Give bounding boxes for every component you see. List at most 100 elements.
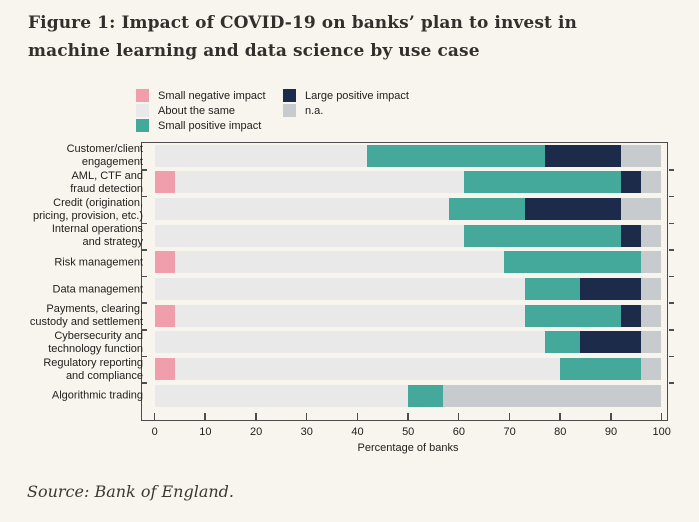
category-label: Internal operations and strategy [51, 223, 143, 249]
bar-segment-small-positive-impact [367, 144, 545, 167]
y-axis-tick-left [142, 249, 147, 251]
legend-label: Small negative impact [158, 89, 266, 102]
bar-segment-large-positive-impact [580, 331, 642, 354]
bar-segment-about-the-same [174, 358, 561, 380]
category-label: Payments, clearing, custody and settleme… [29, 303, 143, 329]
legend-label: Large positive impact [305, 89, 409, 102]
bar-segment-about-the-same [174, 304, 525, 327]
bar-segment-n-a [443, 384, 662, 407]
x-axis-tick [153, 413, 156, 420]
legend-swatch-about-the-same-icon [136, 104, 149, 117]
bar-row [154, 384, 662, 407]
legend-swatch-large-positive-impact-icon [283, 89, 296, 102]
legend-swatch-small-negative-impact-icon [136, 89, 149, 102]
x-axis-tick-label: 80 [554, 426, 567, 438]
bar-segment-large-positive-impact [620, 224, 642, 247]
bar-segment-about-the-same [154, 331, 545, 354]
y-axis-tick-right [669, 222, 674, 224]
y-axis-tick-right [669, 355, 674, 358]
y-axis-tick-right [669, 302, 674, 304]
category-label: Risk management [54, 256, 143, 269]
bar-segment-large-positive-impact [580, 278, 642, 301]
x-axis-tick [660, 413, 663, 420]
y-axis-tick-right [669, 169, 674, 171]
x-axis-tick [356, 413, 359, 420]
x-axis-tick-label: 100 [652, 426, 671, 438]
x-axis-title: Percentage of banks [357, 442, 459, 454]
legend-item-small-negative-impact: Small negative impact [136, 88, 283, 103]
bar-segment-n-a [641, 171, 662, 194]
bar-segment-about-the-same [174, 251, 505, 274]
bar-row [154, 278, 662, 301]
x-axis-tick [407, 413, 409, 420]
bar-segment-n-a [620, 198, 662, 221]
x-axis-tick-label: 60 [452, 426, 466, 438]
y-axis-tick-right [669, 249, 674, 251]
legend-label: n.a. [305, 104, 324, 117]
x-axis-tick-label: 70 [503, 426, 516, 438]
legend-swatch-small-positive-impact-icon [136, 119, 149, 132]
bar-segment-large-positive-impact [620, 304, 642, 327]
category-label: Regulatory reporting and compliance [43, 356, 143, 382]
x-axis-tick [508, 413, 511, 420]
y-axis-tick-right [669, 382, 674, 384]
bar-segment-small-positive-impact [448, 198, 525, 221]
category-label: Customer/client engagement [66, 143, 143, 169]
x-axis-tick-label: 0 [151, 426, 158, 438]
bar-row [154, 171, 662, 194]
bar-segment-large-positive-impact [544, 144, 621, 167]
bar-segment-about-the-same [154, 224, 464, 247]
y-axis-tick-left [142, 222, 147, 224]
bar-segment-about-the-same [154, 384, 408, 407]
bar-segment-n-a [641, 331, 662, 354]
bar-row [154, 331, 662, 354]
legend-item-large-positive-impact: Large positive impact [283, 88, 409, 103]
bar-segment-n-a [641, 358, 662, 380]
category-label: Data management [52, 283, 144, 296]
x-axis-tick [457, 413, 460, 420]
bar-row [154, 304, 662, 327]
x-axis-tick [255, 413, 257, 420]
x-axis-tick [305, 413, 308, 420]
bar-segment-n-a [641, 278, 662, 301]
y-axis-tick-right [669, 329, 674, 331]
figure-title: Figure 1: Impact of COVID-19 on banks’ p… [28, 13, 577, 61]
x-axis-tick-label: 50 [402, 426, 415, 438]
legend-item-small-positive-impact: Small positive impact [136, 118, 283, 133]
legend: Small negative impact About the same Small… [136, 88, 409, 133]
bar-segment-small-positive-impact [463, 171, 621, 194]
bar-segment-about-the-same [154, 278, 525, 301]
x-axis-tick-label: 10 [199, 426, 212, 438]
x-axis-tick [204, 413, 206, 420]
y-axis-tick-left [142, 382, 147, 384]
bar-segment-about-the-same [154, 198, 449, 221]
bar-row [154, 358, 662, 380]
category-label: Algorithmic trading [51, 389, 143, 402]
x-axis-tick [559, 413, 561, 420]
bar-row [154, 144, 662, 167]
bar-segment-n-a [620, 144, 662, 167]
legend-column: Large positive impact n.a. [283, 88, 409, 133]
bar-segment-small-positive-impact [504, 251, 642, 274]
plot-inner [142, 143, 674, 420]
bar-segment-small-negative-impact [154, 171, 175, 194]
legend-swatch-n-a-icon [283, 104, 296, 117]
x-axis-tick-label: 90 [604, 426, 618, 438]
bar-segment-small-positive-impact [524, 278, 581, 301]
x-axis-tick-label: 20 [249, 426, 263, 438]
y-axis-tick-left [142, 302, 147, 304]
y-axis-tick-left [142, 169, 147, 171]
category-label: Credit (origination, pricing, provision,… [32, 196, 143, 222]
x-axis-tick [610, 413, 612, 420]
legend-item-about-the-same: About the same [136, 103, 283, 118]
bar-segment-small-positive-impact [544, 331, 581, 354]
bar-row [154, 224, 662, 247]
bar-segment-small-positive-impact [524, 304, 621, 327]
legend-label: Small positive impact [158, 119, 262, 132]
bar-segment-small-positive-impact [560, 358, 642, 380]
x-axis-tick-label: 40 [351, 426, 364, 438]
bar-segment-small-negative-impact [154, 304, 175, 327]
bar-segment-n-a [641, 251, 662, 274]
legend-label: About the same [158, 104, 236, 117]
